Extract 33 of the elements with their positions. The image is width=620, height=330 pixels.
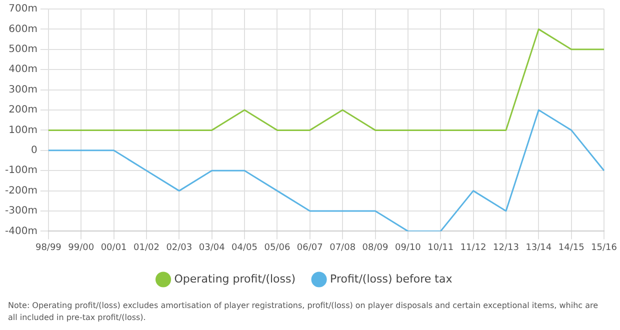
- x-tick-label: 02/03: [166, 242, 192, 253]
- x-tick-label: 03/04: [198, 242, 226, 253]
- x-tick-label: 07/08: [330, 242, 356, 253]
- y-tick-label: 400m: [8, 64, 38, 76]
- x-tick-label: 10/11: [428, 242, 454, 253]
- x-tick-label: 09/10: [394, 242, 422, 253]
- legend-label: Profit/(loss) before tax: [330, 272, 453, 286]
- x-tick-label: 13/14: [526, 242, 552, 253]
- x-tick-label: 04/05: [232, 242, 258, 253]
- y-tick-label: 700m: [8, 4, 38, 15]
- y-tick-label: 600m: [8, 24, 38, 35]
- x-tick-label: 98/99: [35, 242, 62, 253]
- y-tick-label: 200m: [8, 104, 38, 116]
- x-tick-label: 99/00: [68, 242, 94, 253]
- x-tick-label: 05/06: [264, 242, 290, 253]
- y-tick-label: 500m: [8, 44, 38, 55]
- x-tick-label: 14/15: [558, 242, 584, 253]
- text: Note: Operating profit/(loss) excludes amortisation of player registrations, profit/(loss) on player disposals and certain exceptional items, whihc are all included in pre-tax profit/(loss).: [8, 300, 600, 324]
- y-tick-label: 100m: [8, 124, 38, 136]
- y-tick-label: -200m: [5, 185, 38, 196]
- y-tick-label: 300m: [8, 84, 38, 96]
- y-tick-label: -300m: [5, 206, 38, 217]
- y-tick-label: -100m: [5, 165, 38, 176]
- y-tick-label: 0: [31, 144, 38, 156]
- x-tick-label: 11/12: [460, 242, 486, 253]
- x-tick-label: 00/01: [100, 242, 127, 253]
- x-tick-label: 06/07: [296, 242, 323, 253]
- y-tick-label: -400m: [5, 226, 38, 237]
- x-tick-label: 08/09: [362, 242, 388, 253]
- x-tick-label: 12/13: [493, 242, 519, 253]
- x-tick-label: 15/16: [591, 242, 618, 253]
- x-tick-label: 01/02: [134, 242, 160, 253]
- legend-label: Operating profit/(loss): [174, 272, 296, 286]
